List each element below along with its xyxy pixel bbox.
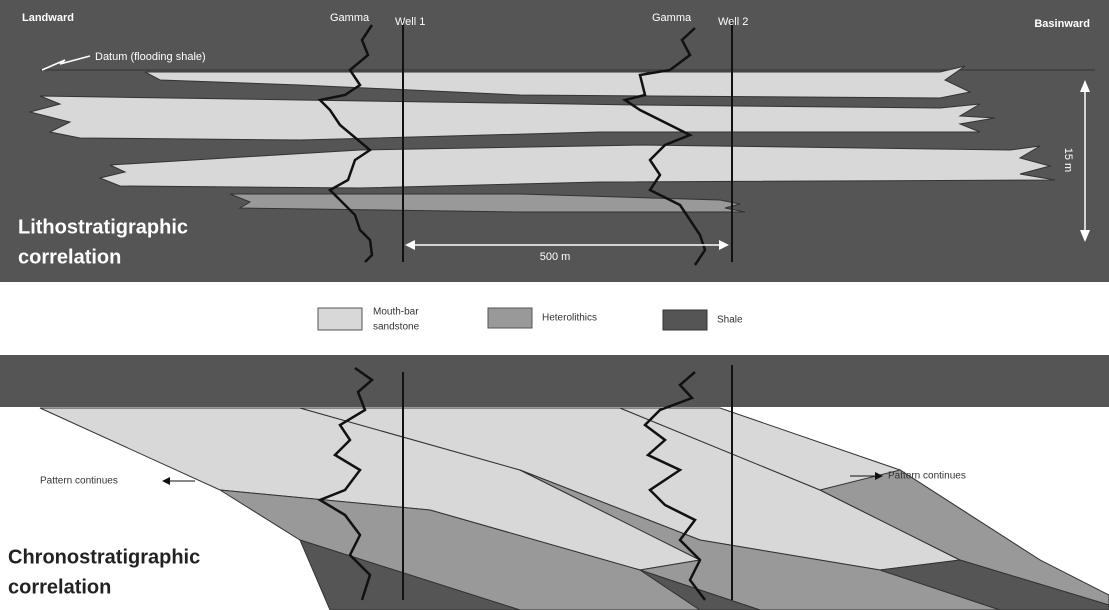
log-label: Gamma (330, 12, 370, 24)
log-label: Gamma (652, 12, 692, 24)
diagram: Landward Basinward Datum (flooding shale… (0, 0, 1109, 610)
note: Pattern continues (40, 476, 118, 487)
panel-title: Lithostratigraphic (18, 216, 188, 238)
thickness-label: 15 m (1062, 148, 1074, 172)
distance-label: 500 m (540, 251, 571, 263)
legend-label: Heterolithics (542, 313, 597, 324)
well-label: Well 2 (718, 16, 748, 28)
datum-label: Datum (flooding shale) (95, 51, 206, 63)
legend-label: Mouth-bar (373, 307, 419, 318)
legend-swatch (488, 308, 532, 328)
top-panel (0, 0, 1109, 282)
legend-label: Shale (717, 315, 743, 326)
bottom-panel-band (0, 355, 1109, 407)
panel-title: correlation (18, 246, 121, 268)
legend-label: sandstone (373, 322, 420, 333)
landward-label: Landward (22, 12, 74, 24)
note: Pattern continues (888, 471, 966, 482)
legend-swatch (663, 310, 707, 330)
basinward-label: Basinward (1034, 18, 1090, 30)
well-label: Well 1 (395, 16, 425, 28)
legend-swatch (318, 308, 362, 330)
panel-title: Chronostratigraphic (8, 546, 200, 568)
panel-title: correlation (8, 576, 111, 598)
